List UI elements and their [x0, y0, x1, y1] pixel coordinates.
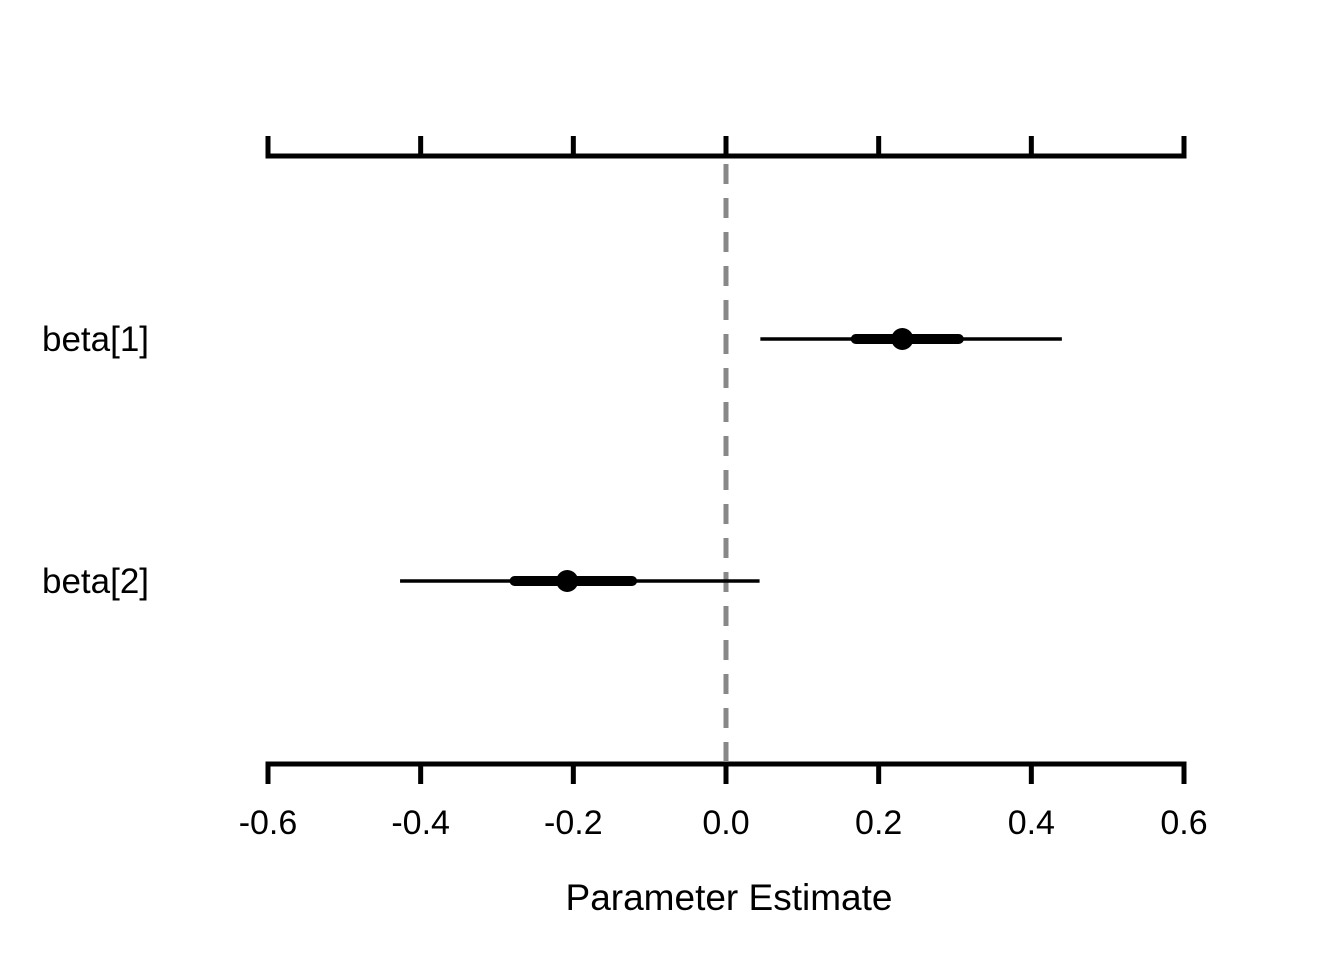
parameter-labels: beta[1] beta[2] — [42, 320, 149, 601]
point-estimate-2 — [556, 570, 579, 592]
x-tick-label: -0.2 — [544, 804, 603, 842]
x-tick-label: 0.4 — [1008, 804, 1055, 842]
parameter-label: beta[2] — [42, 562, 149, 601]
bottom-axis: -0.6 -0.4 -0.2 0.0 0.2 0.4 0.6 — [239, 761, 1208, 842]
top-axis — [265, 136, 1187, 159]
x-tick-label: -0.4 — [391, 804, 450, 842]
point-estimate-1 — [891, 328, 914, 350]
x-tick-label: 0.0 — [702, 804, 749, 842]
x-axis-title: Parameter Estimate — [566, 877, 893, 918]
x-tick-label: -0.6 — [239, 804, 298, 842]
x-tick-label: 0.6 — [1160, 804, 1207, 842]
x-tick-label: 0.2 — [855, 804, 902, 842]
parameter-label: beta[1] — [42, 320, 149, 359]
parameter-marks — [400, 328, 1062, 592]
